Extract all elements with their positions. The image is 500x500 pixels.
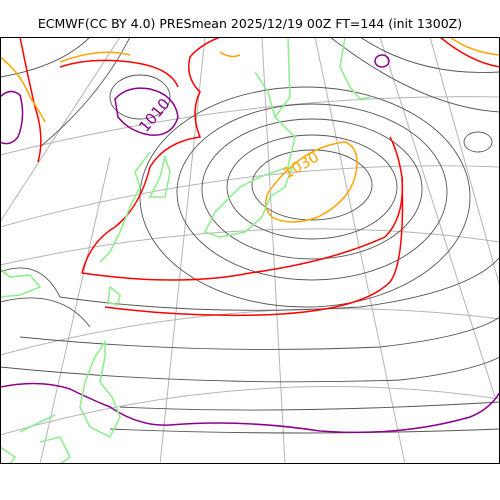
graticule-meridians xyxy=(0,37,500,464)
pressure-map: 1010 1030 xyxy=(0,37,500,464)
map-title: ECMWF(CC BY 4.0) PRESmean 2025/12/19 00Z… xyxy=(37,16,463,31)
isobar-1030 xyxy=(0,37,500,223)
graticule-parallels xyxy=(0,96,500,436)
label-1010: 1010 xyxy=(135,95,173,136)
isobar-1020 xyxy=(19,37,500,317)
coastline xyxy=(0,37,371,464)
isobars xyxy=(0,37,500,434)
isobar-1010 xyxy=(0,54,500,434)
